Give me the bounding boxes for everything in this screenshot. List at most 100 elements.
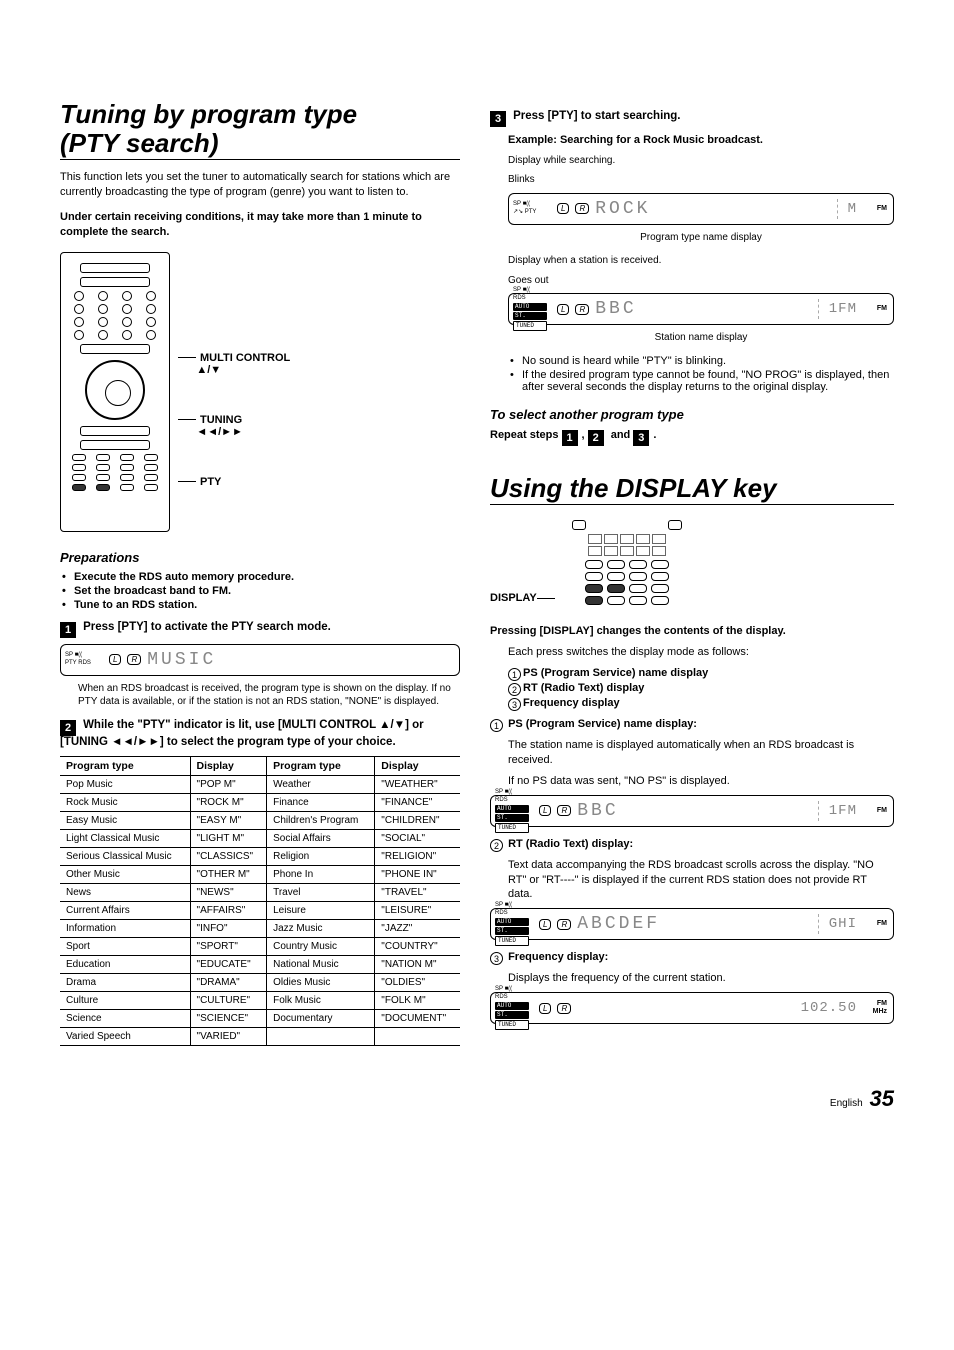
- prep-item: Tune to an RDS station.: [74, 599, 460, 611]
- table-cell: "DOCUMENT": [375, 1009, 460, 1027]
- received-label: Display when a station is received.: [508, 254, 894, 268]
- lcd-recv-right: 1FM: [829, 301, 857, 317]
- mode1-p1: The station name is displayed automatica…: [508, 738, 894, 768]
- lcd-rt-right: GHI: [829, 916, 857, 932]
- lcd-ind-rds: RDS: [78, 660, 91, 666]
- lcd-l-icon: L: [539, 805, 551, 816]
- label-multi-glyph: ▲/▼: [196, 364, 221, 376]
- table-cell: News: [60, 883, 190, 901]
- lcd-r-icon: R: [557, 805, 571, 816]
- blinks-annot: Blinks: [508, 173, 894, 187]
- table-cell: Religion: [267, 847, 375, 865]
- table-cell: Information: [60, 919, 190, 937]
- step-badge-1: 1: [60, 622, 76, 638]
- searching-label: Display while searching.: [508, 154, 894, 168]
- table-cell: "TRAVEL": [375, 883, 460, 901]
- table-cell: Travel: [267, 883, 375, 901]
- table-cell: Leisure: [267, 901, 375, 919]
- footer-lang: English: [830, 1098, 863, 1109]
- table-cell: "EDUCATE": [190, 955, 267, 973]
- step-badge-3: 3: [633, 430, 649, 446]
- lcd-r-icon: R: [575, 203, 589, 214]
- table-cell: National Music: [267, 955, 375, 973]
- step-badge-1: 1: [562, 430, 578, 446]
- step1-text: Press [PTY] to activate the PTY search m…: [83, 621, 331, 633]
- step2-text: While the "PTY" indicator is lit, use [M…: [60, 719, 424, 748]
- mode-list: 1PS (Program Service) name display 2RT (…: [508, 666, 894, 711]
- table-cell: "FINANCE": [375, 793, 460, 811]
- step1-note: When an RDS broadcast is received, the p…: [60, 682, 460, 709]
- table-cell: "CHILDREN": [375, 811, 460, 829]
- step3-text: Press [PTY] to start searching.: [513, 110, 680, 122]
- circle-3: 3: [508, 698, 521, 711]
- lcd-l-icon: L: [109, 654, 121, 665]
- lcd-l-icon: L: [557, 304, 569, 315]
- select-another-heading: To select another program type: [490, 407, 894, 422]
- lcd-r-icon: R: [127, 654, 141, 665]
- table-cell: Jazz Music: [267, 919, 375, 937]
- table-cell: Children's Program: [267, 811, 375, 829]
- step-1: 1 Press [PTY] to activate the PTY search…: [60, 621, 460, 638]
- step-badge-2: 2: [588, 430, 604, 446]
- table-cell: Documentary: [267, 1009, 375, 1027]
- lcd-l-icon: L: [539, 1003, 551, 1014]
- table-row: Drama"DRAMA"Oldies Music"OLDIES": [60, 973, 460, 991]
- repeat-steps: Repeat steps 1, 2 and 3.: [490, 428, 894, 446]
- table-cell: "FOLK M": [375, 991, 460, 1009]
- table-cell: Other Music: [60, 865, 190, 883]
- table-cell: Current Affairs: [60, 901, 190, 919]
- table-cell: "PHONE IN": [375, 865, 460, 883]
- list-item: No sound is heard while "PTY" is blinkin…: [522, 355, 894, 367]
- table-row: Culture"CULTURE"Folk Music"FOLK M": [60, 991, 460, 1009]
- circle-1: 1: [508, 668, 521, 681]
- table-row: Science"SCIENCE"Documentary"DOCUMENT": [60, 1009, 460, 1027]
- step-badge-3: 3: [490, 111, 506, 127]
- table-cell: Weather: [267, 775, 375, 793]
- lcd-freq: SP ■(( RDS AUTO ST. TUNED L R 102.50 FMM…: [490, 992, 894, 1024]
- table-cell: Folk Music: [267, 991, 375, 1009]
- circle-1: 1: [490, 719, 503, 732]
- example-text: Example: Searching for a Rock Music broa…: [508, 133, 894, 148]
- lcd-ps-seg: BBC: [577, 801, 819, 821]
- preparations-list: Execute the RDS auto memory procedure. S…: [60, 571, 460, 611]
- table-row: Easy Music"EASY M"Children's Program"CHI…: [60, 811, 460, 829]
- lcd-rt-seg: ABCDEF: [577, 914, 819, 934]
- mode1-block: 1 PS (Program Service) name display:: [490, 717, 894, 732]
- pressing-display-heading: Pressing [DISPLAY] changes the contents …: [490, 624, 894, 639]
- each-press: Each press switches the display mode as …: [508, 645, 894, 660]
- table-cell: Serious Classical Music: [60, 847, 190, 865]
- preparations-heading: Preparations: [60, 550, 460, 565]
- label-multi: MULTI CONTROL: [200, 352, 290, 364]
- caption-ptyname: Program type name display: [508, 231, 894, 245]
- table-cell: "CULTURE": [190, 991, 267, 1009]
- intro-text: This function lets you set the tuner to …: [60, 170, 460, 200]
- keypad-illustration: DISPLAY: [490, 515, 894, 610]
- heading-display-key: Using the DISPLAY key: [490, 474, 894, 506]
- table-cell: "DRAMA": [190, 973, 267, 991]
- lcd-received: SP ■(( RDS AUTO ST. TUNED L R BBC 1FM FM: [508, 293, 894, 325]
- lcd-search-seg: ROCK: [595, 199, 837, 219]
- h1-line1: Tuning by program type: [60, 99, 357, 129]
- lcd-ind-pty: PTY: [65, 660, 77, 666]
- lcd-ps-right: 1FM: [829, 803, 857, 819]
- table-cell: Oldies Music: [267, 973, 375, 991]
- caption-station: Station name display: [508, 331, 894, 345]
- table-cell: Easy Music: [60, 811, 190, 829]
- warn-text: Under certain receiving conditions, it m…: [60, 210, 460, 240]
- table-cell: "WEATHER": [375, 775, 460, 793]
- display-callout: DISPLAY: [490, 592, 555, 610]
- circle-3: 3: [490, 952, 503, 965]
- table-cell: "SPORT": [190, 937, 267, 955]
- lcd-ps: SP ■(( RDS AUTO ST. TUNED L R BBC 1FM FM: [490, 795, 894, 827]
- table-cell: Light Classical Music: [60, 829, 190, 847]
- table-cell: "ROCK M": [190, 793, 267, 811]
- th-program-type: Program type: [60, 756, 190, 775]
- th-display: Display: [190, 756, 267, 775]
- label-tuning: TUNING: [200, 414, 242, 426]
- table-row: Rock Music"ROCK M"Finance"FINANCE": [60, 793, 460, 811]
- mode3-p: Displays the frequency of the current st…: [508, 971, 894, 986]
- h1-line2: (PTY search): [60, 128, 218, 158]
- lcd-r-icon: R: [557, 919, 571, 930]
- pty-table: Program type Display Program type Displa…: [60, 756, 460, 1046]
- table-row: Education"EDUCATE"National Music"NATION …: [60, 955, 460, 973]
